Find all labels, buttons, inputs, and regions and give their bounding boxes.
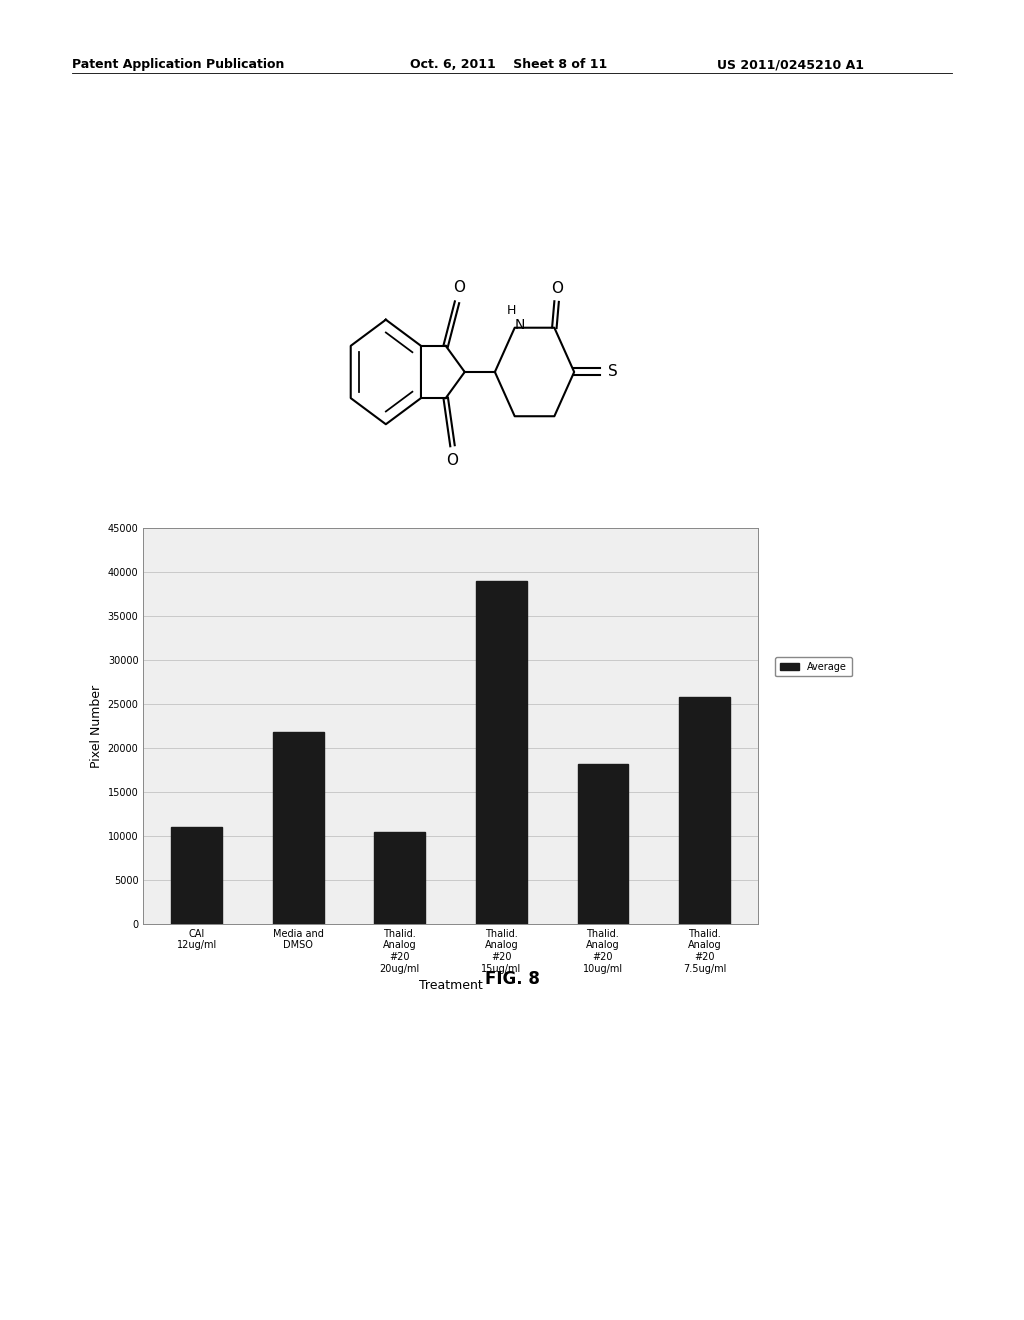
Y-axis label: Pixel Number: Pixel Number xyxy=(90,685,103,767)
Text: US 2011/0245210 A1: US 2011/0245210 A1 xyxy=(717,58,864,71)
Text: S: S xyxy=(608,364,617,379)
Bar xyxy=(375,833,425,924)
Bar xyxy=(272,733,324,924)
Legend: Average: Average xyxy=(775,657,852,676)
Text: O: O xyxy=(446,453,459,467)
Bar xyxy=(679,697,730,924)
Text: Patent Application Publication: Patent Application Publication xyxy=(72,58,284,71)
Text: Oct. 6, 2011    Sheet 8 of 11: Oct. 6, 2011 Sheet 8 of 11 xyxy=(410,58,607,71)
X-axis label: Treatment: Treatment xyxy=(419,979,482,993)
Text: N: N xyxy=(515,318,525,333)
Bar xyxy=(578,764,629,924)
Text: O: O xyxy=(454,280,465,296)
Bar xyxy=(476,581,526,924)
Text: FIG. 8: FIG. 8 xyxy=(484,970,540,989)
Bar xyxy=(171,828,222,924)
Text: O: O xyxy=(552,281,563,296)
Text: H: H xyxy=(507,304,516,317)
